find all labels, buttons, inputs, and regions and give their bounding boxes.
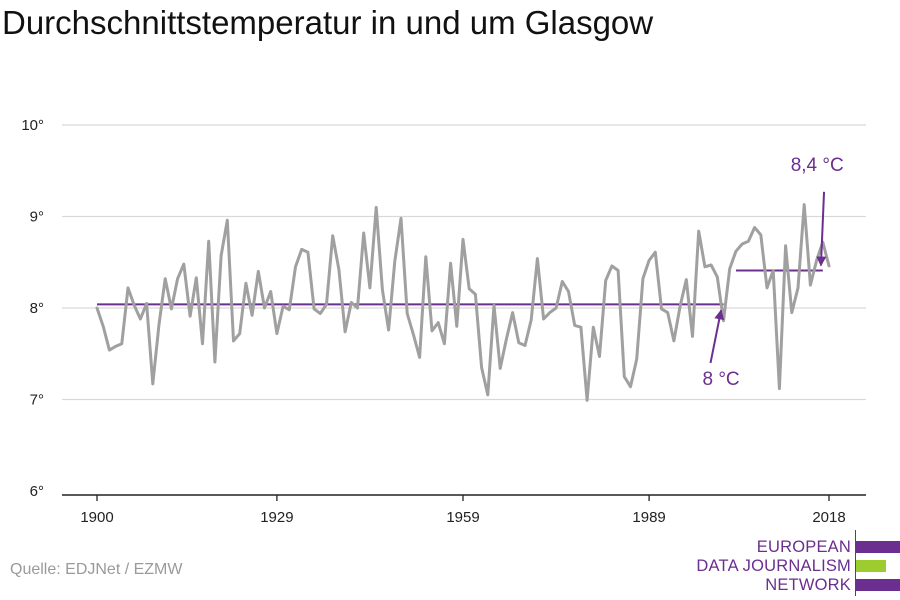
average-label-2: 8,4 °C — [791, 155, 844, 176]
x-tick-label: 1989 — [632, 509, 665, 526]
y-tick-label: 10° — [21, 117, 44, 134]
y-tick-label: 9° — [30, 209, 44, 226]
logo-text-line-2: DATA JOURNALISM — [696, 557, 851, 575]
logo-bar-1 — [856, 541, 900, 553]
logo-text-line-1: EUROPEAN — [756, 538, 851, 556]
y-tick-label: 6° — [30, 483, 44, 500]
logo-divider — [855, 530, 856, 596]
x-tick-label: 2018 — [812, 509, 845, 526]
y-tick-label: 7° — [30, 392, 44, 409]
y-axis-tick-labels: 6° 7° 8° 9° 10° — [21, 117, 44, 500]
source-note: Quelle: EDJNet / EZMW — [10, 561, 183, 578]
x-tick-label: 1959 — [446, 509, 479, 526]
logo-bar-2 — [856, 560, 886, 572]
y-tick-label: 8° — [30, 300, 44, 317]
page-title: Durchschnittstemperatur in und um Glasgo… — [2, 4, 654, 41]
series-layer — [95, 203, 831, 402]
edjnet-logo: EUROPEAN DATA JOURNALISM NETWORK — [696, 530, 900, 596]
x-tick-label: 1900 — [80, 509, 113, 526]
x-tick-label: 1929 — [260, 509, 293, 526]
gridlines — [62, 124, 866, 401]
series-line — [95, 203, 831, 402]
annotations: 8 °C 8,4 °C — [702, 155, 843, 390]
average-arrow-1 — [709, 309, 725, 364]
average-label-1: 8 °C — [702, 369, 739, 390]
average-arrow-2 — [816, 191, 827, 267]
logo-bar-3 — [856, 579, 900, 591]
logo-text-line-3: NETWORK — [765, 576, 851, 594]
x-axis: 1900 1929 1959 1989 2018 — [62, 494, 866, 526]
